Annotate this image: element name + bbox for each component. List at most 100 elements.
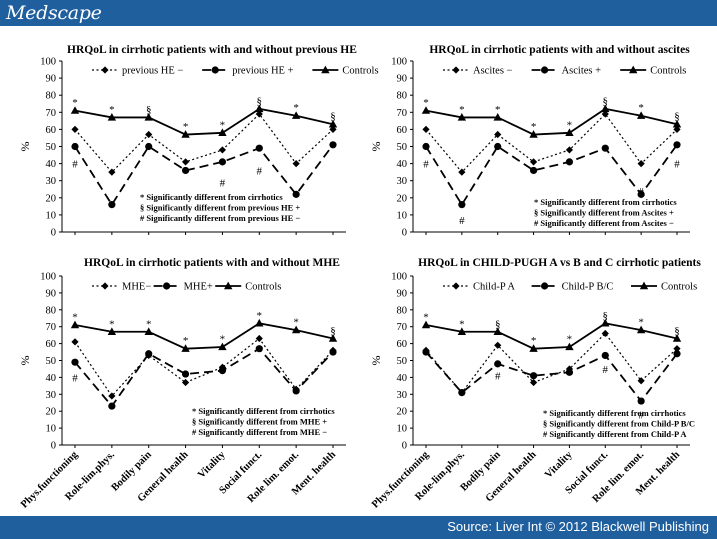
significance-mark: * bbox=[72, 97, 78, 109]
y-tick-label: 70 bbox=[397, 322, 408, 333]
data-point bbox=[255, 110, 263, 118]
legend-label: Child-P A bbox=[473, 282, 515, 293]
footnote: # Significantly different from Ascites − bbox=[534, 218, 674, 228]
significance-mark: § bbox=[495, 318, 501, 330]
data-point bbox=[565, 342, 574, 351]
data-point bbox=[255, 345, 263, 353]
y-axis-label: % bbox=[18, 356, 32, 366]
data-point bbox=[457, 113, 467, 121]
legend-label: Ascites − bbox=[473, 66, 513, 77]
significance-mark: * bbox=[183, 121, 189, 133]
y-tick-label: 70 bbox=[46, 108, 57, 119]
footnote: § Significantly different from previous … bbox=[140, 203, 300, 213]
chart-panel-4: HRQoL in CHILD-PUGH A vs B and C cirrhot… bbox=[369, 257, 701, 511]
significance-mark: * bbox=[109, 104, 115, 116]
significance-mark: § bbox=[674, 111, 680, 123]
data-point bbox=[145, 142, 153, 151]
y-tick-label: 30 bbox=[46, 390, 57, 401]
legend-label: Ascites + bbox=[562, 66, 602, 77]
y-tick-label: 20 bbox=[397, 407, 408, 418]
data-point bbox=[292, 387, 300, 395]
data-point bbox=[601, 144, 609, 152]
y-axis-label: % bbox=[369, 356, 383, 366]
legend-swatch-marker bbox=[211, 66, 219, 74]
data-point bbox=[673, 345, 681, 353]
significance-mark: # bbox=[495, 371, 501, 383]
y-axis-label: % bbox=[18, 142, 32, 152]
data-point bbox=[494, 142, 502, 151]
legend-swatch-marker bbox=[541, 66, 549, 74]
data-point bbox=[565, 158, 574, 166]
data-point bbox=[181, 158, 190, 166]
y-tick-label: 80 bbox=[397, 305, 408, 316]
data-point bbox=[458, 168, 466, 176]
data-point bbox=[637, 160, 645, 168]
data-point bbox=[71, 338, 79, 346]
data-point bbox=[601, 318, 610, 327]
data-point bbox=[255, 144, 263, 152]
data-point bbox=[636, 111, 646, 119]
series-1 bbox=[71, 110, 337, 176]
data-point bbox=[144, 327, 153, 335]
significance-mark: * bbox=[423, 97, 429, 109]
series-3 bbox=[70, 318, 338, 352]
data-point bbox=[145, 350, 153, 358]
y-tick-label: 50 bbox=[397, 356, 408, 367]
significance-mark: * bbox=[495, 104, 501, 116]
significance-mark: * bbox=[293, 317, 299, 329]
data-point bbox=[529, 166, 538, 175]
footnote: * Significantly different from cirrhotic… bbox=[543, 408, 686, 418]
y-tick-label: 20 bbox=[397, 193, 408, 204]
series-1 bbox=[422, 329, 681, 397]
series-3 bbox=[421, 318, 682, 352]
series-2 bbox=[422, 141, 681, 209]
legend-swatch-marker bbox=[629, 65, 638, 74]
significance-mark: * bbox=[459, 318, 465, 330]
series-line bbox=[425, 322, 678, 350]
footnote: # Significantly different from previous … bbox=[140, 213, 300, 223]
data-point bbox=[218, 158, 227, 166]
legend: Child-P A Child-P B/C Controls bbox=[443, 282, 697, 293]
data-point bbox=[291, 111, 301, 119]
y-tick-label: 80 bbox=[46, 305, 57, 316]
significance-mark: # bbox=[603, 364, 609, 376]
significance-mark: * bbox=[220, 119, 226, 131]
y-tick-label: 90 bbox=[397, 288, 408, 299]
legend: Ascites − Ascites + Controls bbox=[443, 66, 686, 77]
data-point bbox=[107, 327, 117, 335]
y-axis-label: % bbox=[369, 142, 383, 152]
footnote: * Significantly different from cirrhotic… bbox=[140, 192, 283, 202]
data-point bbox=[71, 125, 79, 133]
data-point bbox=[70, 106, 80, 114]
data-point bbox=[218, 342, 227, 351]
series-line bbox=[425, 332, 678, 394]
y-tick-label: 50 bbox=[46, 142, 57, 153]
series-line bbox=[425, 351, 678, 403]
significance-mark: # bbox=[72, 372, 78, 384]
significance-mark: * bbox=[459, 104, 465, 116]
x-tick-label: Vitality bbox=[196, 449, 228, 481]
footnote: § Significantly different from Child-P B… bbox=[543, 419, 695, 429]
data-point bbox=[601, 351, 609, 360]
data-point bbox=[457, 327, 467, 335]
chart-panel-1: HRQoL in cirrhotic patients with and wit… bbox=[18, 44, 379, 239]
footnote: § Significantly different from MHE + bbox=[192, 417, 327, 427]
header-bar: Medscape bbox=[0, 0, 717, 26]
y-tick-label: 70 bbox=[46, 322, 57, 333]
y-tick-label: 30 bbox=[397, 176, 408, 187]
y-tick-label: 0 bbox=[51, 228, 56, 239]
legend-swatch-marker bbox=[452, 282, 460, 290]
y-tick-label: 80 bbox=[46, 91, 57, 102]
y-tick-label: 60 bbox=[46, 339, 57, 350]
significance-mark: § bbox=[603, 310, 609, 322]
significance-mark: * bbox=[109, 318, 115, 330]
data-point bbox=[328, 119, 338, 128]
data-point bbox=[145, 130, 153, 139]
data-point bbox=[458, 201, 466, 209]
significance-mark: # bbox=[257, 165, 263, 177]
legend-swatch-marker bbox=[101, 66, 109, 74]
footnote: * Significantly different from cirrhotic… bbox=[534, 197, 677, 207]
chart-title: HRQoL in cirrhotic patients with and wit… bbox=[84, 257, 340, 269]
data-point bbox=[181, 378, 190, 387]
series-line bbox=[74, 337, 334, 397]
